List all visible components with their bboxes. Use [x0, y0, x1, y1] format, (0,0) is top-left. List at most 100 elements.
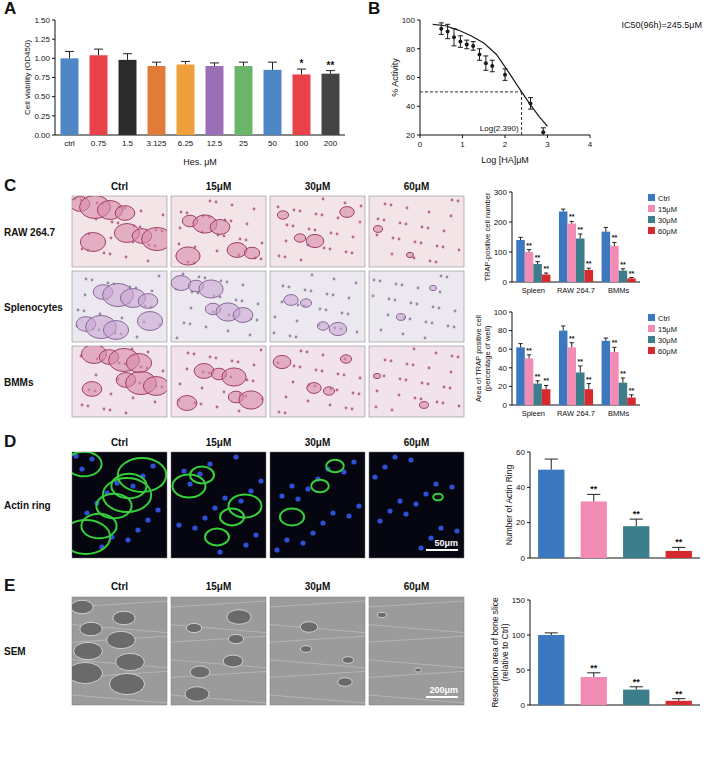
error-line — [546, 385, 547, 389]
cell-dot — [383, 375, 386, 378]
bar — [627, 278, 636, 282]
cell-dot — [121, 317, 124, 320]
error-cap — [587, 383, 591, 384]
cell-dot — [376, 234, 379, 237]
micrograph — [72, 452, 167, 558]
cell-dot — [178, 243, 181, 246]
scale-bar — [426, 549, 458, 551]
cell-dot — [457, 356, 460, 359]
y-tick — [509, 367, 512, 368]
error-cap — [570, 221, 574, 222]
column-head: 60μM — [404, 181, 430, 192]
scale-bar-label: 200μm — [429, 685, 458, 695]
point — [465, 42, 469, 46]
cell-dot — [425, 321, 428, 324]
cell-dot — [380, 329, 383, 332]
osteoclast — [115, 206, 135, 221]
micrograph — [369, 196, 464, 267]
cell-dot — [198, 276, 201, 279]
significance: ** — [535, 254, 541, 261]
nucleus — [300, 540, 305, 545]
cell-dot — [321, 370, 324, 373]
point — [541, 130, 545, 134]
bar — [585, 389, 594, 405]
cell-dot — [431, 322, 434, 325]
bar — [206, 66, 224, 135]
error-cap — [604, 338, 608, 339]
cell-dot — [336, 233, 339, 236]
cell-dot — [136, 336, 139, 339]
cell-dot — [398, 394, 401, 397]
texture — [369, 625, 464, 633]
bar — [148, 66, 166, 135]
cell-dot — [154, 401, 157, 404]
y-tick-label: 100 — [494, 248, 508, 257]
x-axis-title: Log [HA]μM — [481, 155, 529, 165]
cell-dot — [330, 232, 333, 235]
cell-dot — [299, 210, 302, 213]
resorption-pit — [415, 668, 422, 672]
osteoclast — [307, 383, 321, 394]
bar — [602, 232, 611, 282]
cell-dot — [344, 202, 347, 205]
micrograph-content — [80, 346, 167, 414]
cell-dot — [410, 302, 413, 305]
micrograph-content — [72, 196, 167, 262]
error-cap — [483, 55, 488, 56]
error-bar — [452, 29, 457, 46]
cell-dot — [449, 387, 452, 390]
error-cap — [629, 277, 633, 278]
cell-dot — [299, 366, 302, 369]
plot-area — [516, 326, 635, 405]
nucleus — [258, 478, 263, 483]
nucleus — [428, 535, 433, 540]
cell-dot — [109, 253, 112, 256]
column-head: Ctrl — [111, 437, 128, 448]
cell-dot — [274, 316, 277, 319]
legend-label: 15μM — [658, 205, 677, 214]
nucleus — [248, 488, 253, 493]
cell-dot — [345, 251, 348, 254]
error-cap — [604, 227, 608, 228]
error-cap — [471, 50, 476, 51]
bar — [567, 224, 576, 283]
error-bar — [545, 633, 558, 635]
error-bar — [612, 242, 616, 246]
cell-dot — [337, 217, 340, 220]
error-bar — [630, 687, 643, 690]
x-tick-label: 1 — [460, 140, 465, 149]
point — [503, 73, 507, 77]
error-bar — [503, 69, 508, 81]
cell-dot — [306, 351, 309, 354]
y-axis-title: TRAP-positive cell number — [483, 192, 492, 281]
nucleus — [253, 532, 258, 537]
cell-dot — [376, 390, 379, 393]
error-bar — [210, 63, 219, 66]
y-tick-label: 100 — [512, 631, 526, 640]
x-tick — [420, 135, 421, 138]
cell-dot — [399, 222, 402, 225]
cell-dot — [125, 412, 128, 415]
cell-dot — [421, 226, 424, 229]
osteoclast — [126, 354, 151, 373]
cell-dot — [239, 238, 242, 241]
actin-ring — [103, 478, 151, 512]
y-tick — [509, 252, 512, 253]
osteoclast — [222, 368, 246, 386]
micrograph-content — [176, 200, 264, 265]
significance: ** — [535, 373, 541, 380]
y-tick-label: 60 — [498, 345, 507, 354]
cell-dot — [443, 230, 446, 233]
y-tick-label: 1.00 — [34, 54, 50, 63]
cell-dot — [323, 247, 326, 250]
resorption-pit — [300, 646, 311, 653]
texture — [171, 625, 266, 633]
cell-dot — [304, 289, 307, 292]
cell-dot — [249, 334, 252, 337]
significance: ** — [675, 537, 683, 547]
cell-dot — [87, 405, 90, 408]
nucleus — [217, 549, 222, 554]
osteoclast — [82, 382, 102, 397]
cell-dot — [230, 220, 233, 223]
cell-dot — [311, 274, 314, 277]
